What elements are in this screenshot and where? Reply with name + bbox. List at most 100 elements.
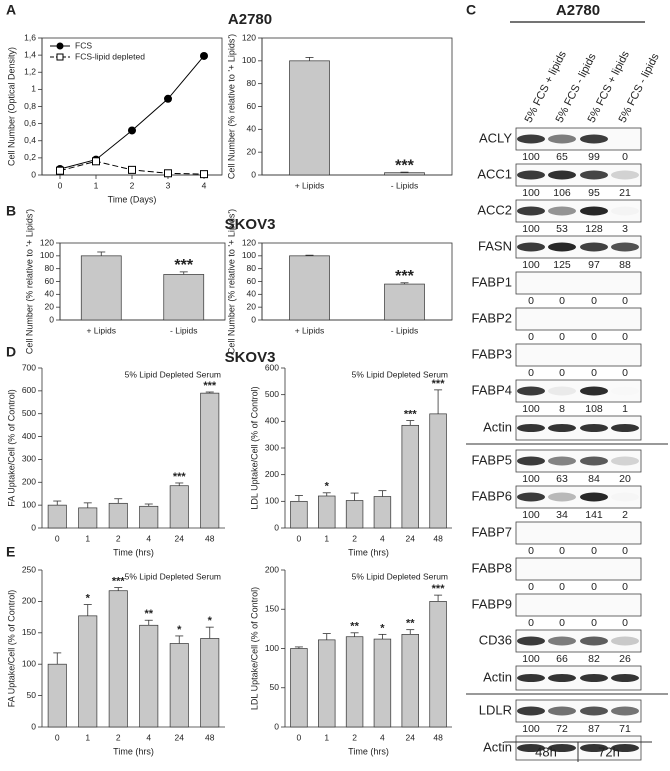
band-quantification: 100 xyxy=(522,509,540,521)
significance-label: *** xyxy=(203,380,217,392)
blot-band xyxy=(611,706,639,716)
bar xyxy=(318,639,336,728)
x-tick-label: 4 xyxy=(202,180,207,190)
data-point xyxy=(200,170,208,179)
significance-label: *** xyxy=(173,471,187,483)
band-quantification: 100 xyxy=(522,223,540,235)
blot-band xyxy=(517,134,545,144)
y-tick-label: 80 xyxy=(45,263,55,273)
bar xyxy=(289,255,330,321)
y-tick-label: 50 xyxy=(27,690,37,700)
bar xyxy=(139,624,159,728)
y-tick-label: 120 xyxy=(242,237,256,247)
band-quantification: 3 xyxy=(622,223,628,235)
blot-band xyxy=(580,636,608,646)
protein-label: ACC1 xyxy=(477,166,512,181)
band-quantification: 100 xyxy=(522,473,540,485)
y-tick-label: 200 xyxy=(22,477,36,487)
y-tick-label: 0,6 xyxy=(24,118,36,128)
y-tick-label: 80 xyxy=(247,78,257,88)
blot-box xyxy=(515,163,642,187)
blot-box xyxy=(515,199,642,223)
x-tick-label: 24 xyxy=(406,732,416,742)
band-quantification: 100 xyxy=(522,403,540,415)
blot-band xyxy=(548,206,576,216)
significance-label: * xyxy=(86,592,91,604)
x-tick-label: 3 xyxy=(166,180,171,190)
band-quantification: 21 xyxy=(619,187,631,199)
band-quantification: 0 xyxy=(622,151,628,163)
blot-band xyxy=(580,744,608,752)
blot-band xyxy=(517,492,545,502)
blot-band xyxy=(611,387,639,396)
data-point xyxy=(164,94,172,103)
y-tick-label: 60 xyxy=(247,101,257,111)
bar xyxy=(401,634,419,728)
y-tick-label: 0,4 xyxy=(24,135,36,145)
bar xyxy=(345,636,364,728)
protein-label: Actin xyxy=(483,739,512,754)
time-label: 72h xyxy=(598,744,620,759)
blot-band xyxy=(611,636,639,646)
band-quantification: 0 xyxy=(559,545,565,557)
blot-box xyxy=(515,485,642,509)
blot-band xyxy=(611,424,639,432)
blot-band xyxy=(580,206,608,216)
time-label: 48h xyxy=(535,744,557,759)
blot-band xyxy=(548,386,576,396)
band-quantification: 100 xyxy=(522,151,540,163)
plot-note: 5% Lipid Depleted Serum xyxy=(125,369,221,379)
band-quantification: 20 xyxy=(619,473,631,485)
blot-band xyxy=(611,242,639,252)
y-tick-label: 1,6 xyxy=(24,32,36,42)
band-quantification: 88 xyxy=(619,259,631,271)
band-quantification: 72 xyxy=(556,723,568,735)
blot-box xyxy=(515,379,642,403)
band-quantification: 0 xyxy=(591,295,597,307)
blot-band xyxy=(517,424,545,432)
y-axis-label: FA Uptake/Cell (% of Control) xyxy=(6,389,16,507)
y-tick-label: 40 xyxy=(247,289,257,299)
x-tick-label: 0 xyxy=(55,533,60,543)
panel-letter: B xyxy=(6,203,16,219)
y-tick-label: 60 xyxy=(247,276,257,286)
bar xyxy=(318,495,336,529)
x-tick-label: 0 xyxy=(58,180,63,190)
bar xyxy=(47,663,67,728)
band-quantification: 0 xyxy=(622,545,628,557)
x-tick-label: 4 xyxy=(380,732,385,742)
y-tick-label: 40 xyxy=(247,124,257,134)
bar xyxy=(200,638,220,728)
band-quantification: 100 xyxy=(522,187,540,199)
bar xyxy=(401,424,419,529)
bar xyxy=(108,502,128,529)
band-quantification: 0 xyxy=(528,581,534,593)
x-tick-label: + Lipids xyxy=(295,180,325,190)
blot-band xyxy=(580,170,608,180)
y-tick-label: 0 xyxy=(274,522,279,532)
plot-note: 5% Lipid Depleted Serum xyxy=(352,571,448,581)
band-quantification: 82 xyxy=(588,653,600,665)
significance-label: ** xyxy=(406,618,415,630)
band-quantification: 100 xyxy=(522,259,540,271)
x-tick-label: 1 xyxy=(324,533,329,543)
blot-band xyxy=(548,242,576,252)
protein-label: FABP7 xyxy=(472,524,512,539)
band-quantification: 0 xyxy=(559,617,565,629)
blot-band xyxy=(548,674,576,682)
significance-label: *** xyxy=(395,268,414,285)
y-tick-label: 1,2 xyxy=(24,67,36,77)
protein-label: FABP5 xyxy=(472,452,512,467)
x-tick-label: 1 xyxy=(324,732,329,742)
band-quantification: 97 xyxy=(588,259,600,271)
blot-band xyxy=(548,492,576,502)
y-tick-label: 60 xyxy=(45,276,55,286)
blot-band xyxy=(548,706,576,716)
blot-box xyxy=(515,629,642,653)
blot-box xyxy=(515,127,642,151)
y-tick-label: 120 xyxy=(242,32,256,42)
y-tick-label: 100 xyxy=(265,643,279,653)
y-tick-label: 100 xyxy=(242,55,256,65)
y-tick-label: 150 xyxy=(265,604,279,614)
band-quantification: 0 xyxy=(559,581,565,593)
